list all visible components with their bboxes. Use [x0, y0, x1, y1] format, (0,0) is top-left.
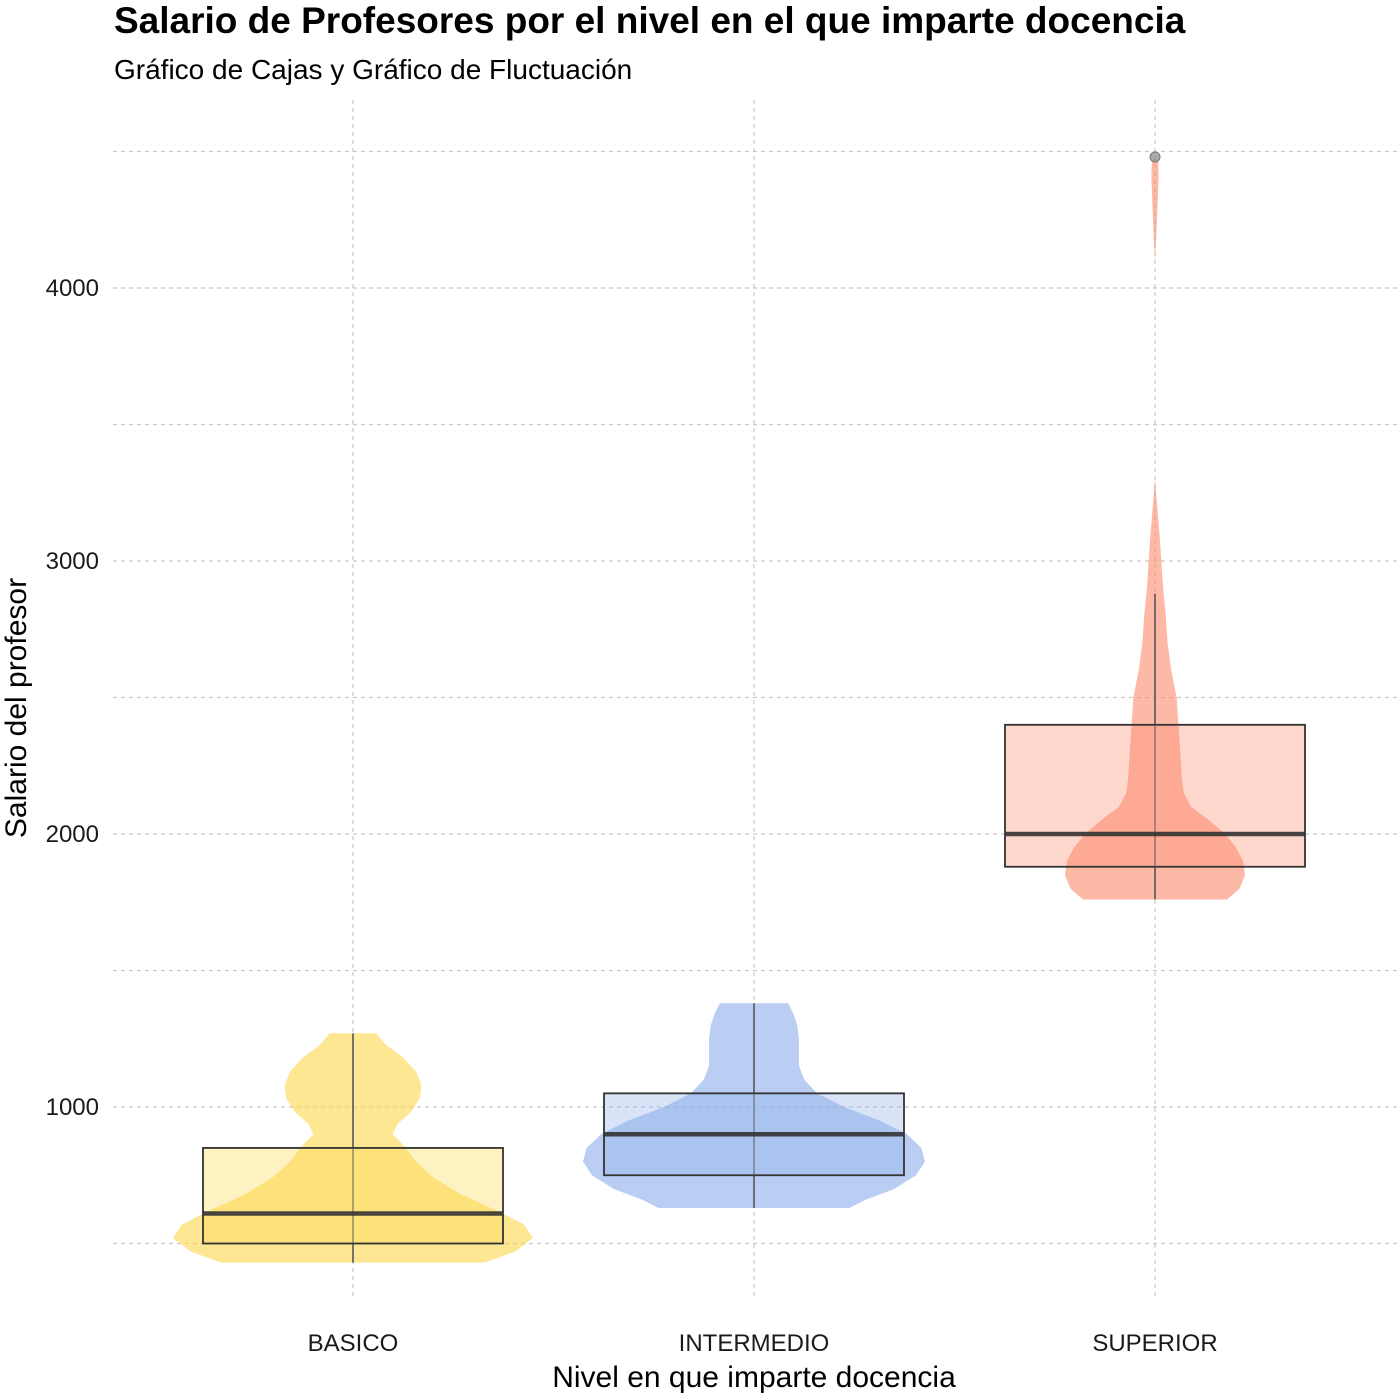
- y-tick-3000: 3000: [46, 548, 99, 575]
- y-tick-4000: 4000: [46, 275, 99, 302]
- chart-title: Salario de Profesores por el nivel en el…: [114, 0, 1186, 41]
- x-axis-label: Nivel en que imparte docencia: [552, 1361, 956, 1394]
- x-tick-superior: SUPERIOR: [1092, 1330, 1217, 1357]
- y-tick-1000: 1000: [46, 1094, 99, 1121]
- y-axis-label: Salario del profesor: [0, 578, 33, 838]
- chart-subtitle: Gráfico de Cajas y Gráfico de Fluctuació…: [114, 54, 633, 85]
- outlier-superior-1: [1149, 151, 1161, 163]
- violin-superior-2: [1151, 157, 1159, 261]
- x-tick-labels: BASICO INTERMEDIO SUPERIOR: [308, 1330, 1218, 1357]
- y-tick-2000: 2000: [46, 821, 99, 848]
- x-tick-intermedio: INTERMEDIO: [679, 1330, 830, 1357]
- boxplots: [202, 593, 1306, 1263]
- y-tick-labels: 1000 2000 3000 4000: [46, 275, 99, 1121]
- outliers: [1149, 151, 1161, 163]
- x-tick-basico: BASICO: [308, 1330, 399, 1357]
